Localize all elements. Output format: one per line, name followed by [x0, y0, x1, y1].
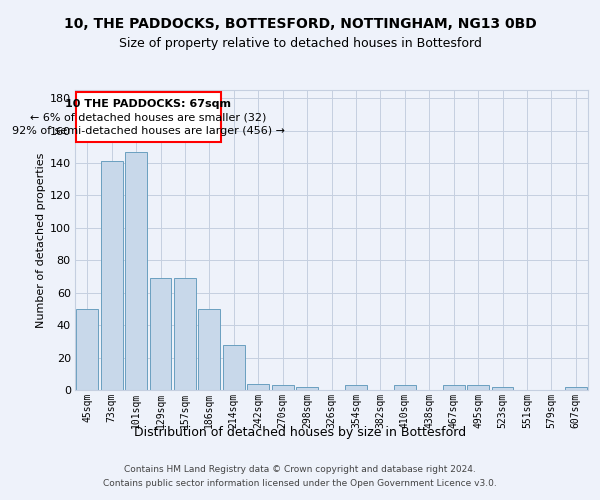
Bar	[174, 278, 196, 390]
Bar	[272, 385, 293, 390]
Text: Contains HM Land Registry data © Crown copyright and database right 2024.
Contai: Contains HM Land Registry data © Crown c…	[103, 466, 497, 487]
Bar	[247, 384, 269, 390]
Bar	[345, 385, 367, 390]
Bar	[296, 387, 318, 390]
Text: 10 THE PADDOCKS: 67sqm: 10 THE PADDOCKS: 67sqm	[65, 99, 231, 109]
Bar	[491, 387, 514, 390]
Bar	[223, 344, 245, 390]
Bar	[149, 278, 172, 390]
Bar	[76, 309, 98, 390]
Bar	[199, 309, 220, 390]
Text: ← 6% of detached houses are smaller (32): ← 6% of detached houses are smaller (32)	[30, 113, 266, 123]
Bar	[125, 152, 147, 390]
Y-axis label: Number of detached properties: Number of detached properties	[35, 152, 46, 328]
Bar	[443, 385, 464, 390]
Bar	[394, 385, 416, 390]
Bar	[467, 385, 489, 390]
Bar	[101, 162, 122, 390]
Text: Distribution of detached houses by size in Bottesford: Distribution of detached houses by size …	[134, 426, 466, 439]
Bar	[565, 387, 587, 390]
Text: 10, THE PADDOCKS, BOTTESFORD, NOTTINGHAM, NG13 0BD: 10, THE PADDOCKS, BOTTESFORD, NOTTINGHAM…	[64, 18, 536, 32]
Bar	[76, 92, 221, 142]
Text: 92% of semi-detached houses are larger (456) →: 92% of semi-detached houses are larger (…	[12, 126, 285, 136]
Text: Size of property relative to detached houses in Bottesford: Size of property relative to detached ho…	[119, 38, 481, 51]
